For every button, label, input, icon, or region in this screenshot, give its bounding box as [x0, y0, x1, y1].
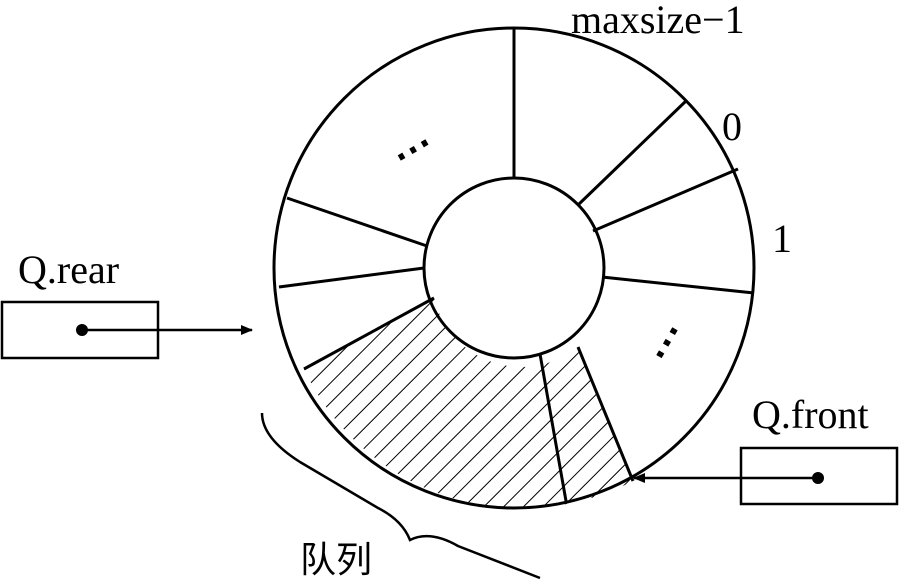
front-pointer-box — [739, 446, 899, 506]
queue-brace — [260, 412, 541, 580]
inner-ring — [422, 176, 606, 360]
queue-label: 队列 — [300, 540, 372, 581]
rear-pointer-label: Q.rear — [18, 247, 119, 292]
slot-dividers — [278, 28, 755, 502]
queue-occupied-region — [304, 298, 633, 509]
label-index-0: 0 — [722, 104, 742, 149]
label-maxsize-minus-1: maxsize−1 — [571, 0, 745, 42]
ellipsis-right: ⋯ — [637, 314, 696, 371]
label-index-1: 1 — [772, 216, 792, 261]
ellipsis-top: ⋯ — [384, 120, 441, 179]
front-pointer-label: Q.front — [752, 392, 869, 437]
